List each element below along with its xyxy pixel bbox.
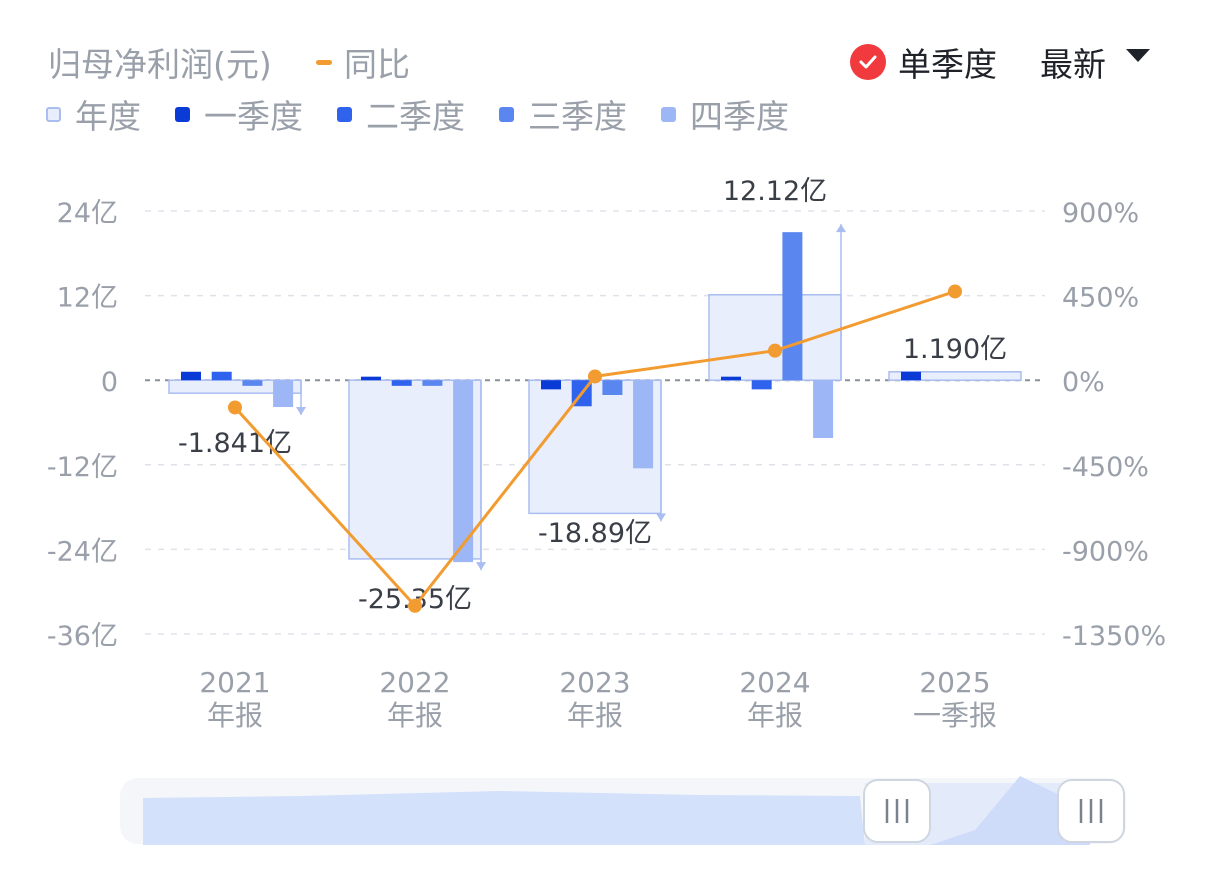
legend-swatch-annual (46, 106, 61, 122)
extent-arrow (656, 513, 666, 522)
legend-item-annual[interactable]: 年度 (46, 90, 141, 138)
quarter-bar (273, 380, 294, 407)
legend-item-q4[interactable]: 四季度 (661, 90, 789, 138)
single-quarter-label: 单季度 (898, 45, 997, 84)
annual-value-label: -18.89亿 (538, 518, 652, 549)
x-tick-label: 年报 (747, 699, 803, 732)
annual-bar (708, 294, 842, 381)
x-tick-label: 2024 (739, 666, 810, 699)
sort-dropdown[interactable]: 最新 (1040, 38, 1150, 86)
legend-swatch-q3 (499, 106, 514, 122)
legend-label-annual: 年度 (75, 97, 141, 136)
annual-bar (888, 371, 1022, 381)
x-tick-label: 2025 (919, 666, 990, 699)
quarter-bar (181, 371, 201, 381)
legend-swatch-q1 (175, 106, 190, 122)
quarter-bar (602, 380, 623, 396)
yoy-legend-line-icon (316, 59, 332, 65)
quarter-bar (422, 380, 443, 386)
extent-arrow (476, 562, 486, 571)
legend-item-q1[interactable]: 一季度 (175, 90, 303, 138)
x-tick-label: 年报 (207, 699, 263, 732)
quarter-bar (541, 380, 561, 390)
quarter-bar (813, 380, 834, 439)
quarter-bar (453, 380, 474, 563)
yoy-point (228, 400, 242, 415)
single-quarter-toggle[interactable]: 单季度 (850, 38, 997, 86)
legend-label-q2: 二季度 (366, 97, 465, 136)
legend-label-q3: 三季度 (528, 97, 627, 136)
y-right-tick-label: -450% (1062, 452, 1149, 483)
annual-value-label: 1.190亿 (903, 334, 1007, 365)
legend-label-q1: 一季度 (204, 97, 303, 136)
y-left-tick-label: -24亿 (47, 536, 118, 567)
legend-swatch-q2 (337, 106, 352, 122)
sort-label: 最新 (1040, 45, 1106, 84)
chart-title: 归母净利润(元) (48, 45, 272, 84)
x-tick-label: 一季报 (913, 699, 997, 732)
x-tick-label: 2023 (559, 666, 630, 699)
y-right-tick-label: 450% (1062, 283, 1139, 314)
quarter-bar (391, 380, 412, 386)
y-right-tick-label: 0% (1062, 367, 1105, 398)
y-left-tick-label: -12亿 (47, 452, 118, 483)
annual-value-label: 12.12亿 (723, 176, 827, 207)
extent-arrow (836, 224, 846, 233)
yoy-legend-label: 同比 (344, 45, 410, 84)
y-left-tick-label: 12亿 (57, 283, 118, 314)
x-tick-label: 2021 (199, 666, 270, 699)
x-tick-label: 2022 (379, 666, 450, 699)
y-left-tick-label: -36亿 (47, 621, 118, 652)
quarter-bar (721, 376, 741, 381)
yoy-point (768, 343, 782, 358)
y-right-tick-label: 900% (1062, 198, 1139, 229)
caret-down-icon (1126, 48, 1150, 62)
x-tick-label: 年报 (567, 699, 623, 732)
quarter-bar (782, 232, 803, 381)
annual-value-label: -1.841亿 (178, 428, 292, 459)
quarter-bar (211, 371, 232, 381)
quarter-bar (901, 371, 921, 381)
yoy-point (588, 369, 602, 384)
extent-arrow (296, 406, 306, 415)
legend-item-q2[interactable]: 二季度 (337, 90, 465, 138)
quarter-bar (242, 380, 263, 386)
y-right-tick-label: -1350% (1062, 621, 1166, 652)
y-left-tick-label: 24亿 (57, 198, 118, 229)
yoy-legend[interactable]: 同比 (316, 38, 410, 86)
legend-label-q4: 四季度 (690, 97, 789, 136)
yoy-point (948, 284, 962, 299)
yoy-point (408, 598, 422, 613)
quarter-bar (751, 380, 772, 390)
y-right-tick-label: -900% (1062, 536, 1149, 567)
y-left-tick-label: 0 (101, 367, 118, 398)
series-legend: 年度 一季度 二季度 三季度 四季度 (46, 90, 823, 138)
quarter-bar (361, 376, 381, 381)
x-tick-label: 年报 (387, 699, 443, 732)
checkmark-icon (850, 44, 886, 80)
legend-item-q3[interactable]: 三季度 (499, 90, 627, 138)
quarter-bar (633, 380, 654, 469)
legend-swatch-q4 (661, 106, 676, 122)
